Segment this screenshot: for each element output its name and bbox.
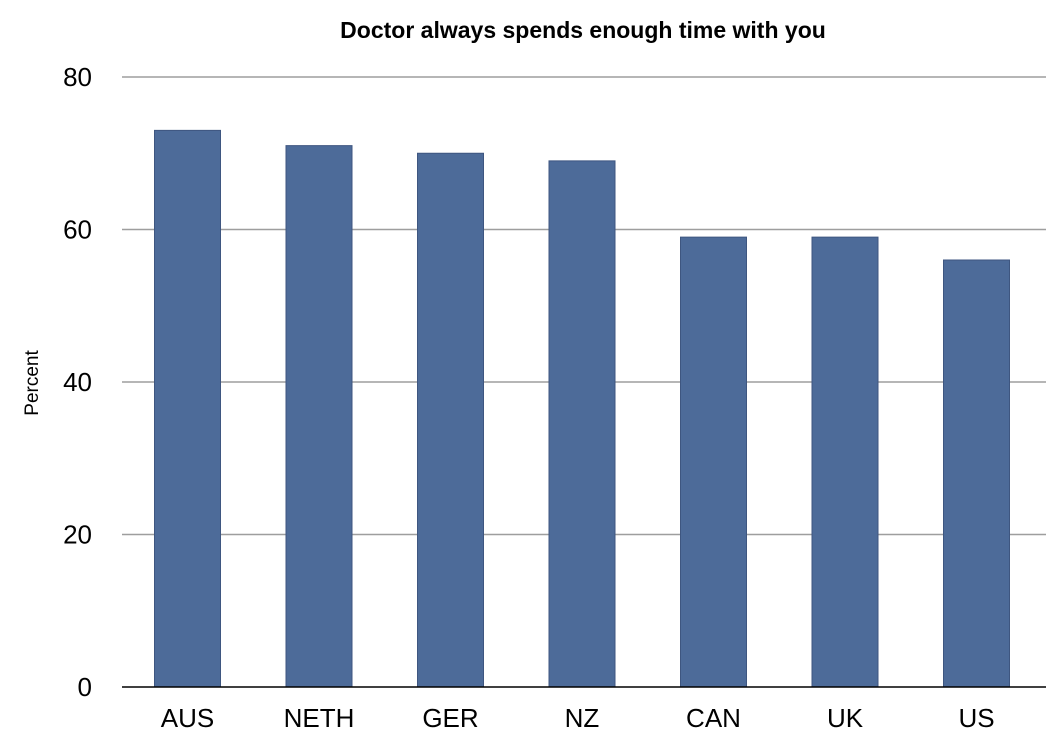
x-tick-label: NZ: [565, 703, 600, 733]
x-tick-label: US: [958, 703, 994, 733]
y-tick-label: 80: [63, 62, 92, 92]
bar-nz: [548, 160, 616, 688]
bars: [154, 129, 1010, 688]
y-tick-label: 0: [78, 672, 92, 702]
x-tick-label: GER: [422, 703, 478, 733]
x-tick-label: AUS: [161, 703, 214, 733]
bar-uk: [811, 236, 879, 688]
bar-can: [680, 236, 747, 688]
y-tick-label: 40: [63, 367, 92, 397]
x-tick-label: UK: [827, 703, 864, 733]
bar-ger: [417, 152, 484, 688]
bar-neth: [285, 145, 353, 688]
x-tick-label: CAN: [686, 703, 741, 733]
x-tick-label: NETH: [284, 703, 355, 733]
y-axis-ticks: 0 20 40 60 80: [63, 62, 92, 702]
bar-aus: [154, 129, 221, 688]
chart-title: Doctor always spends enough time with yo…: [340, 17, 826, 43]
y-tick-label: 20: [63, 520, 92, 550]
y-tick-label: 60: [63, 215, 92, 245]
y-axis-label: Percent: [22, 350, 43, 416]
x-axis-ticks: AUS NETH GER NZ CAN UK US: [161, 703, 995, 733]
bar-us: [943, 259, 1010, 688]
